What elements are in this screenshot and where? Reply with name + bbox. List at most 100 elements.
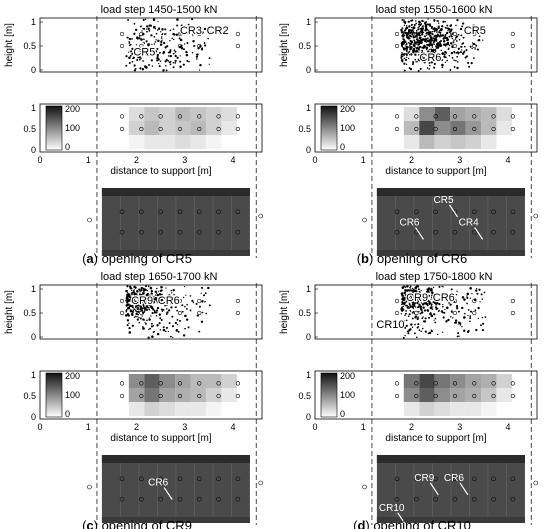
sensor-marker <box>413 496 419 502</box>
sensor-marker <box>471 496 477 502</box>
sensor-marker <box>394 229 400 235</box>
density-plot-frame <box>314 103 538 153</box>
sensor-marker <box>158 381 163 386</box>
sensor-marker <box>119 31 125 37</box>
sensor-marker <box>158 114 163 119</box>
sensor-marker <box>452 43 458 49</box>
sensor-marker <box>158 476 164 482</box>
panel-a: load step 1450-1500 kN height [m] 1 0.5 0 CR5… <box>4 4 264 266</box>
sensor-marker <box>119 310 125 316</box>
sensor-marker <box>433 381 438 386</box>
distance-tick: 0 <box>37 155 42 165</box>
sensor-marker <box>197 393 202 399</box>
sensor-marker <box>139 393 144 399</box>
distance-tick: 3 <box>457 155 462 165</box>
sensor-marker <box>433 209 439 215</box>
colorbar-tick: 200 <box>340 371 355 381</box>
crack-label: CR9 <box>406 292 428 304</box>
sensor-marker <box>235 496 241 502</box>
sensor-marker <box>158 496 164 502</box>
height-tick: 0 <box>31 412 36 422</box>
height-tick: 0.5 <box>298 124 311 134</box>
height-tick: 1 <box>31 370 36 380</box>
sensor-marker <box>414 114 419 119</box>
colorbar-tick: 100 <box>340 390 355 400</box>
sensor-marker <box>216 229 221 235</box>
photo-crack-label: CR4 <box>459 217 479 228</box>
sensor-marker <box>139 114 144 119</box>
crack-label: CR9 <box>131 295 153 307</box>
sensor-marker <box>452 126 458 132</box>
sensor-marker <box>491 114 496 119</box>
height-tick: 0 <box>31 145 36 155</box>
sensor-marker <box>119 126 125 132</box>
photo-crack-label: CR6 <box>148 478 168 489</box>
colorbar-tick: 0 <box>340 142 345 152</box>
distance-axis-label: distance to support [m] <box>385 166 486 177</box>
sensor-marker <box>510 209 516 215</box>
sensor-marker <box>414 393 419 399</box>
sensor-marker <box>119 393 125 399</box>
sensor-marker <box>216 126 221 132</box>
distance-tick: 1 <box>361 422 366 432</box>
sensor-marker <box>394 126 400 132</box>
height-tick: 1 <box>31 103 36 113</box>
sensor-marker <box>413 209 419 215</box>
sensor-marker <box>433 229 439 235</box>
height-tick: 0 <box>31 332 36 342</box>
height-tick: 0.5 <box>23 391 36 401</box>
sensor-marker <box>216 476 221 482</box>
sensor-marker <box>433 114 438 119</box>
sensor-marker <box>197 298 202 304</box>
sensor-marker <box>177 476 183 482</box>
height-tick: 1 <box>306 103 311 113</box>
sensor-marker <box>491 476 496 482</box>
sensor-marker <box>510 393 515 399</box>
ae-events <box>125 18 212 72</box>
sensor-marker <box>394 393 400 399</box>
density-plot-frame <box>314 370 538 420</box>
colorbar-tick: 200 <box>65 371 80 381</box>
sensor-marker <box>433 476 439 482</box>
sensor-marker <box>510 298 515 304</box>
scatter-plot-frame <box>39 17 263 73</box>
sensor-marker <box>119 229 125 235</box>
distance-tick: 4 <box>506 422 511 432</box>
distance-axis-label: distance to support [m] <box>110 433 211 444</box>
crack-label: CR5 <box>133 46 155 58</box>
colorbar <box>320 372 338 418</box>
panel-caption: (d) opening of CR10 <box>353 518 471 529</box>
sensor-marker <box>119 298 125 304</box>
sensor-marker <box>491 126 496 132</box>
sensor-marker <box>491 209 496 215</box>
sensor-marker <box>452 393 458 399</box>
photo-crack-label: CR6 <box>399 217 419 228</box>
panel-caption: (c) opening of CR9 <box>82 518 192 529</box>
colorbar-tick: 0 <box>65 142 70 152</box>
height-tick: 1 <box>31 17 36 27</box>
density-cells <box>128 107 237 149</box>
sensor-marker <box>216 381 221 386</box>
sensor-marker <box>452 496 458 502</box>
distance-tick: 2 <box>409 155 414 165</box>
sensor-marker <box>394 31 400 37</box>
crack-label: CR10 <box>376 319 404 331</box>
load-step-title: load step 1450-1500 kN <box>101 4 218 16</box>
sensor-marker <box>235 229 241 235</box>
sensor-marker <box>119 43 125 49</box>
sensor-marker <box>510 126 515 132</box>
sensor-marker <box>394 476 400 482</box>
sensor-marker <box>158 393 163 399</box>
sensor-marker <box>491 229 496 235</box>
sensor-marker <box>510 114 515 119</box>
height-tick: 0 <box>306 332 311 342</box>
sensor-marker <box>472 393 477 399</box>
sensor-marker <box>394 310 400 316</box>
scatter-plot-frame <box>39 284 263 340</box>
sensor-marker <box>216 393 221 399</box>
sensor-marker <box>139 126 144 132</box>
colorbar-tick: 0 <box>340 409 345 419</box>
sensor-marker <box>433 393 438 399</box>
sensor-marker <box>452 310 458 316</box>
